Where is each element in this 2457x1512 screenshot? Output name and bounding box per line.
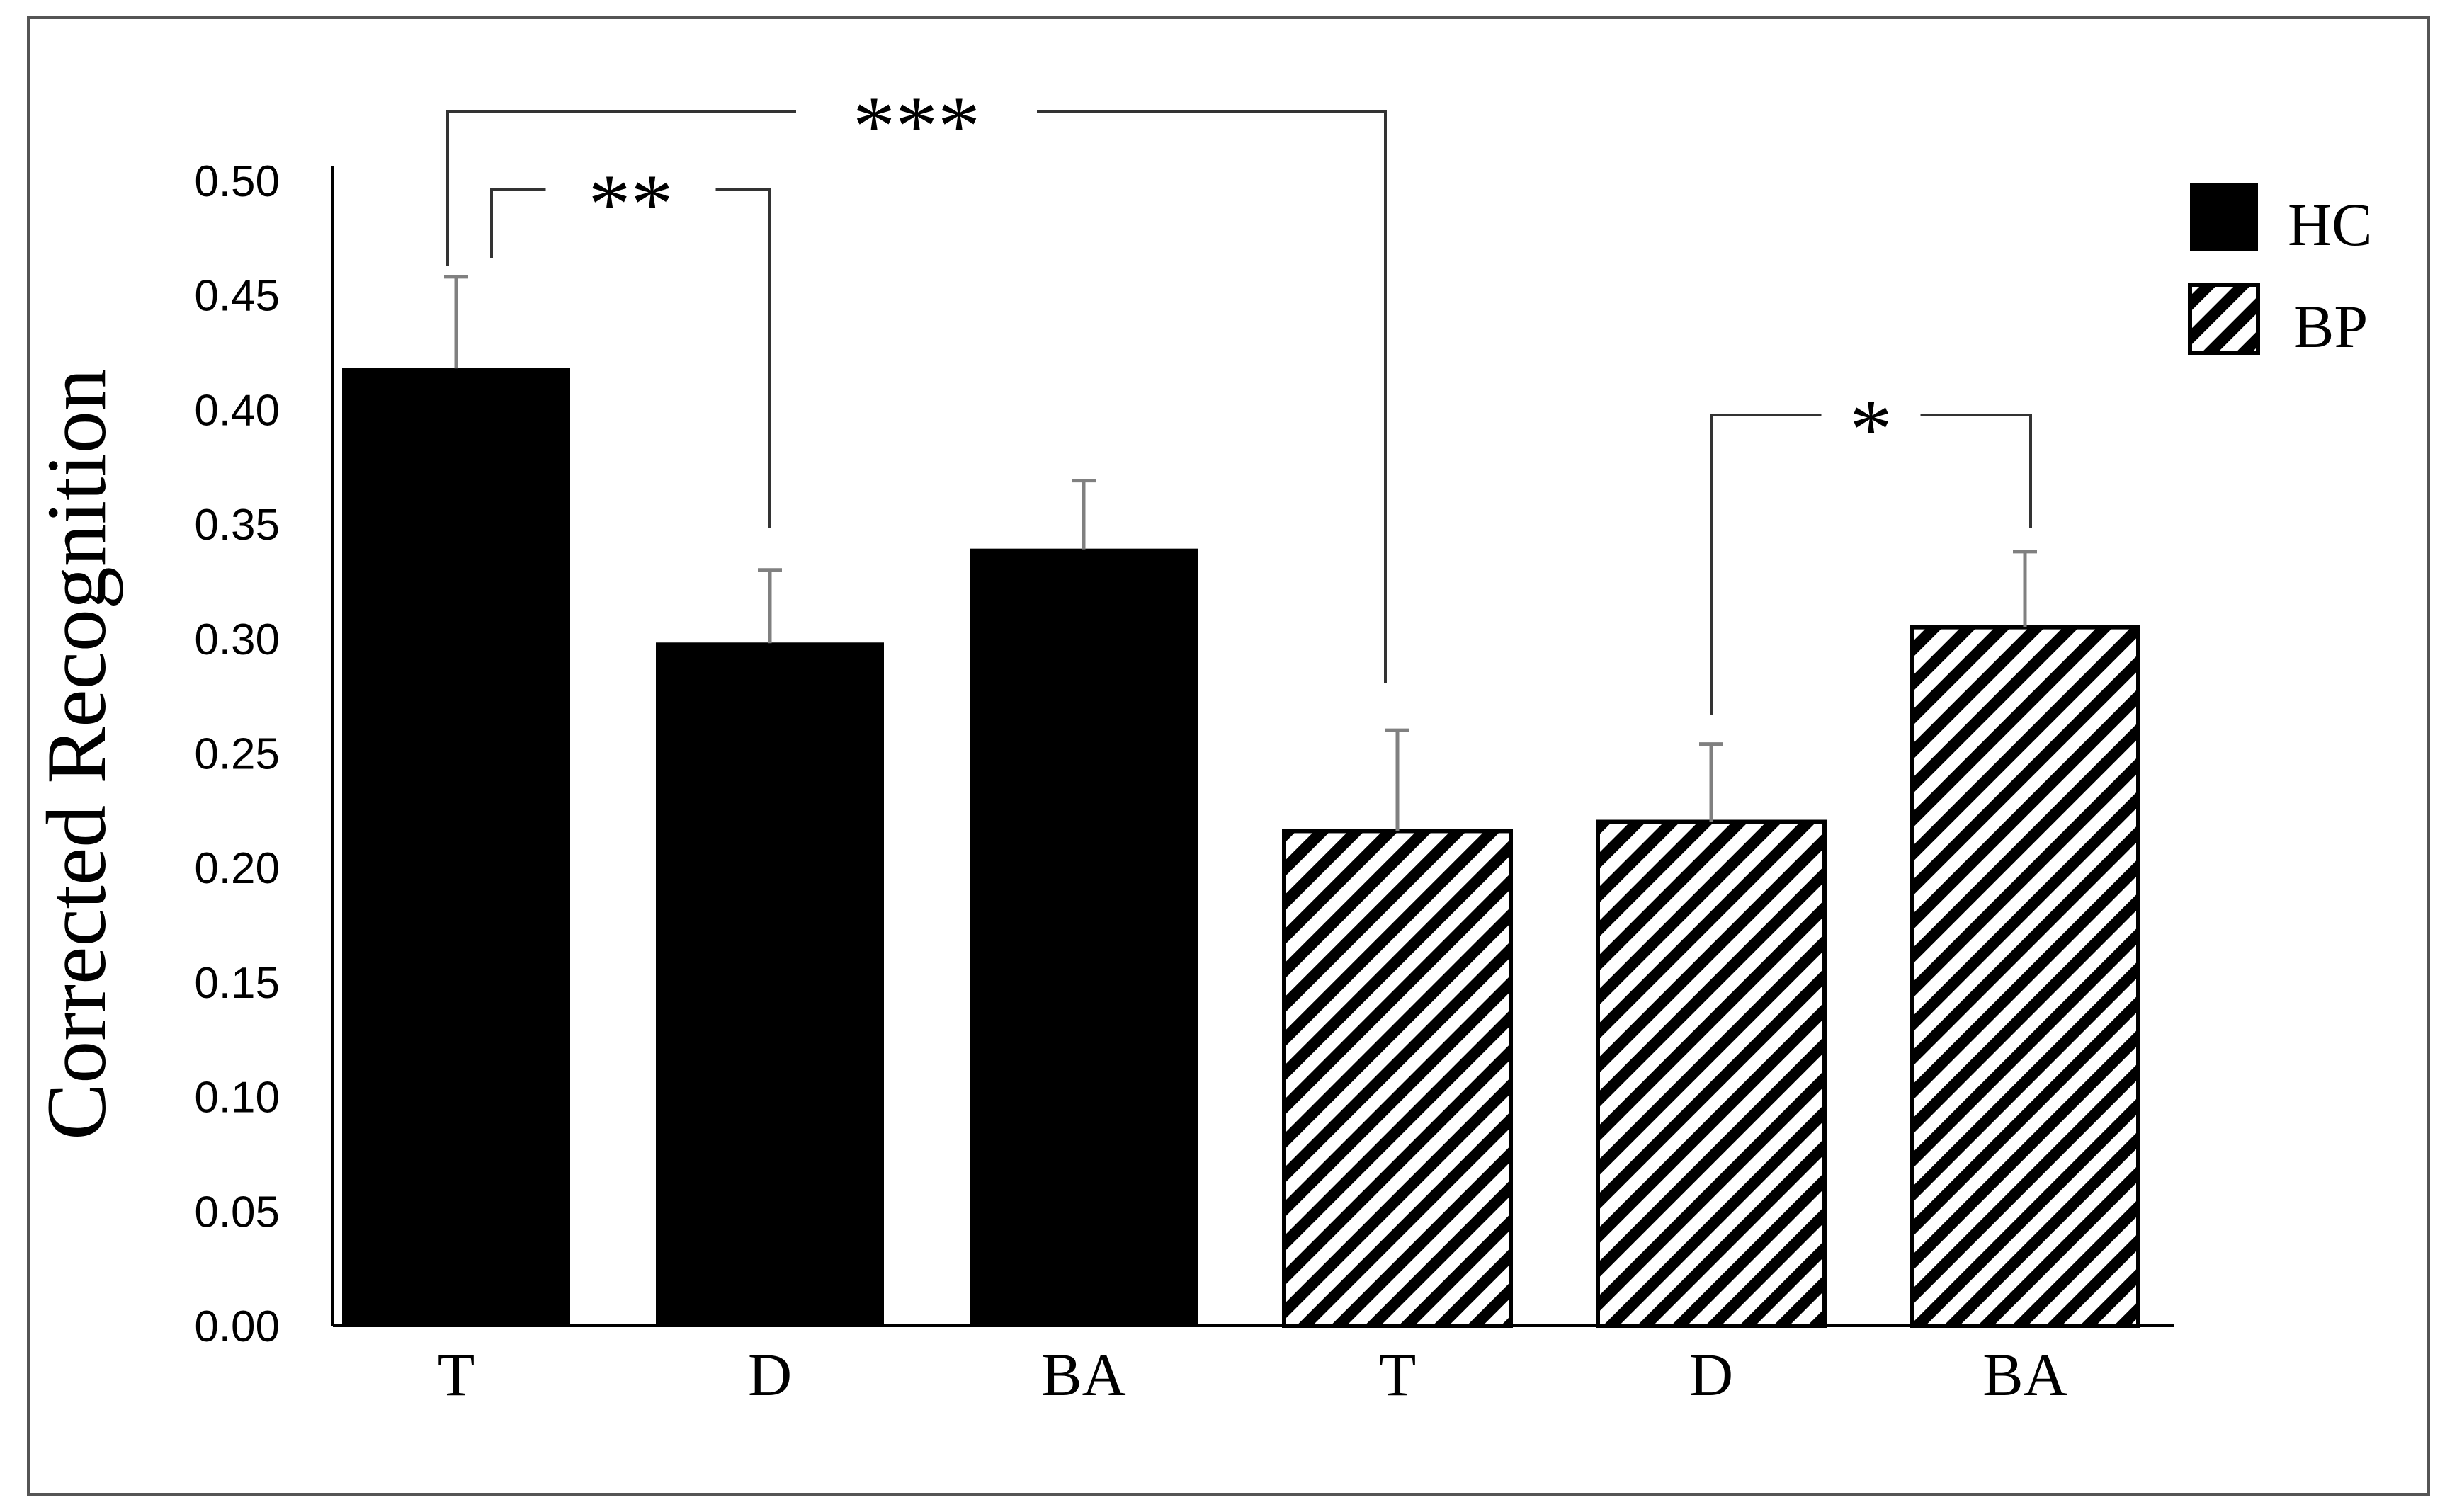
chart-border — [27, 16, 2430, 1496]
x-tick-label: BA — [1982, 1341, 2067, 1409]
y-tick-label: 0.25 — [194, 730, 280, 779]
significance-bracket — [1710, 414, 1822, 715]
y-tick-label: 0.00 — [194, 1302, 280, 1351]
y-tick-label: 0.10 — [194, 1074, 280, 1122]
bar — [656, 642, 884, 1326]
x-tick-label: D — [748, 1341, 792, 1409]
significance-label: *** — [853, 79, 980, 173]
bar — [1596, 819, 1827, 1328]
significance-bracket — [1920, 414, 2032, 528]
y-tick-label: 0.30 — [194, 615, 280, 664]
legend-label-hc: HC — [2288, 191, 2372, 258]
significance-bracket — [715, 188, 771, 528]
y-axis-ticks: 0.00 0.05 0.10 0.15 0.20 0.25 0.30 0.35 0.40 0.45… — [194, 157, 280, 1351]
bar — [1282, 829, 1513, 1329]
legend-swatch-hc — [2190, 183, 2258, 251]
y-axis-label: Corrected Recognition — [29, 368, 123, 1140]
y-tick-label: 0.45 — [194, 272, 280, 321]
error-bars — [444, 275, 2037, 831]
x-tick-label: T — [438, 1341, 475, 1409]
legend-swatch-bp — [2188, 283, 2260, 355]
bar — [970, 548, 1198, 1327]
y-tick-label: 0.15 — [194, 959, 280, 1008]
y-tick-label: 0.50 — [194, 157, 280, 206]
x-axis-tick-labels: T D BA T D BA — [438, 1341, 2067, 1409]
x-tick-label: T — [1379, 1341, 1417, 1409]
significance-bracket — [490, 188, 546, 258]
significance-label: ** — [589, 157, 674, 251]
y-tick-label: 0.35 — [194, 501, 280, 550]
y-tick-label: 0.05 — [194, 1188, 280, 1237]
y-tick-label: 0.20 — [194, 844, 280, 893]
x-tick-label: D — [1689, 1341, 1733, 1409]
bar — [1910, 625, 2140, 1328]
y-tick-label: 0.40 — [194, 386, 280, 435]
bars — [342, 368, 2140, 1329]
bar — [342, 368, 570, 1326]
legend: HC BP — [2188, 183, 2372, 360]
significance-bracket — [1037, 110, 1387, 683]
legend-label-bp: BP — [2293, 292, 2368, 360]
x-tick-label: BA — [1041, 1341, 1125, 1409]
significance-brackets: ****** — [446, 79, 2032, 715]
significance-label: * — [1850, 382, 1893, 476]
significance-bracket — [446, 110, 796, 266]
